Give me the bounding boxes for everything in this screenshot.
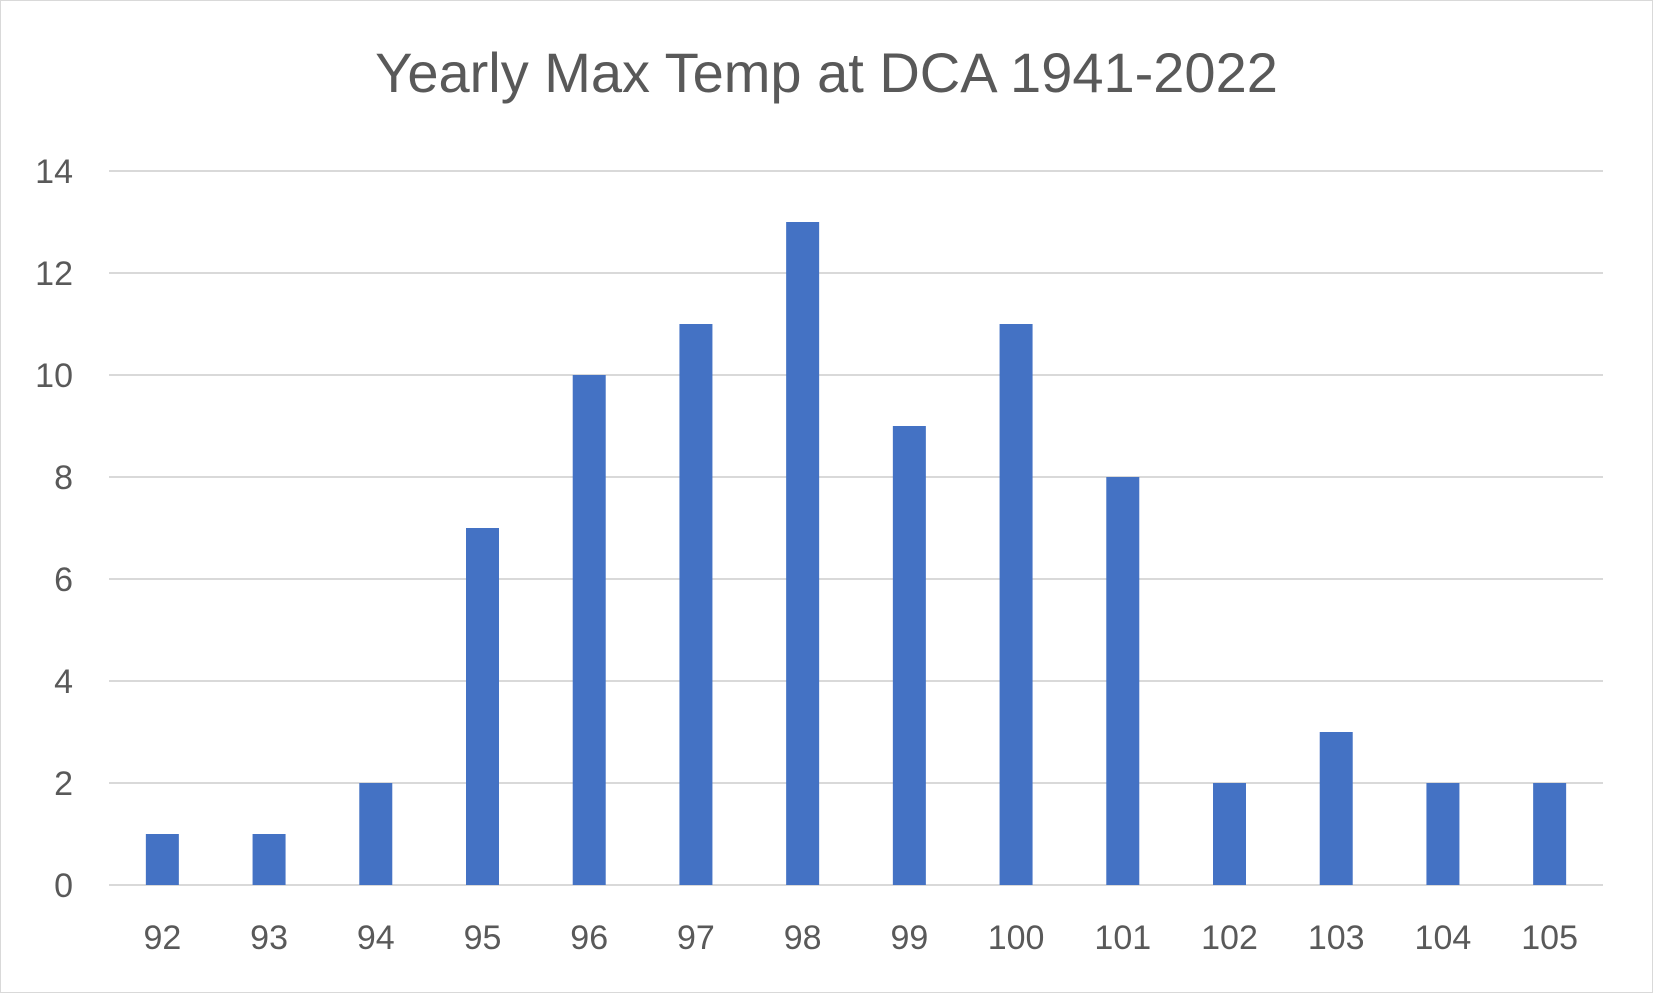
x-tick-label: 100 <box>988 919 1045 957</box>
x-tick-label: 97 <box>677 919 715 957</box>
y-tick-label: 12 <box>35 255 73 293</box>
bar-92 <box>145 834 179 885</box>
y-tick-label: 10 <box>35 357 73 395</box>
bar-104 <box>1426 783 1460 885</box>
bar-98 <box>786 222 820 885</box>
gridlines <box>109 170 1603 886</box>
bar-99 <box>892 426 926 885</box>
y-tick-label: 8 <box>54 459 73 497</box>
bar-93 <box>252 834 286 885</box>
x-tick-label: 102 <box>1201 919 1258 957</box>
x-tick-label: 92 <box>143 919 181 957</box>
x-tick-label: 99 <box>890 919 928 957</box>
y-tick-label: 14 <box>35 153 73 191</box>
y-tick-label: 0 <box>54 867 73 905</box>
x-tick-label: 96 <box>570 919 608 957</box>
y-axis-ticks: 0 2 4 6 8 10 12 14 <box>35 153 73 905</box>
x-tick-label: 98 <box>784 919 822 957</box>
x-tick-label: 103 <box>1308 919 1365 957</box>
x-tick-label: 94 <box>357 919 395 957</box>
x-tick-label: 95 <box>464 919 502 957</box>
bar-97 <box>679 324 713 885</box>
bar-103 <box>1319 732 1353 885</box>
chart-title: Yearly Max Temp at DCA 1941-2022 <box>375 41 1278 104</box>
x-tick-label: 101 <box>1094 919 1151 957</box>
y-tick-label: 2 <box>54 765 73 803</box>
bars <box>145 222 1567 885</box>
y-tick-label: 4 <box>54 663 73 701</box>
bar-94 <box>359 783 393 885</box>
bar-96 <box>572 375 606 885</box>
bar-102 <box>1213 783 1246 885</box>
x-tick-label: 104 <box>1415 919 1472 957</box>
bar-95 <box>466 528 499 885</box>
x-axis-ticks: 92 93 94 95 96 97 98 99 100 101 102 103 104 105 <box>143 919 1578 957</box>
bar-100 <box>999 324 1033 885</box>
bar-101 <box>1106 477 1140 885</box>
x-tick-label: 93 <box>250 919 288 957</box>
x-tick-label: 105 <box>1521 919 1578 957</box>
bar-105 <box>1533 783 1567 885</box>
y-tick-label: 6 <box>54 561 73 599</box>
